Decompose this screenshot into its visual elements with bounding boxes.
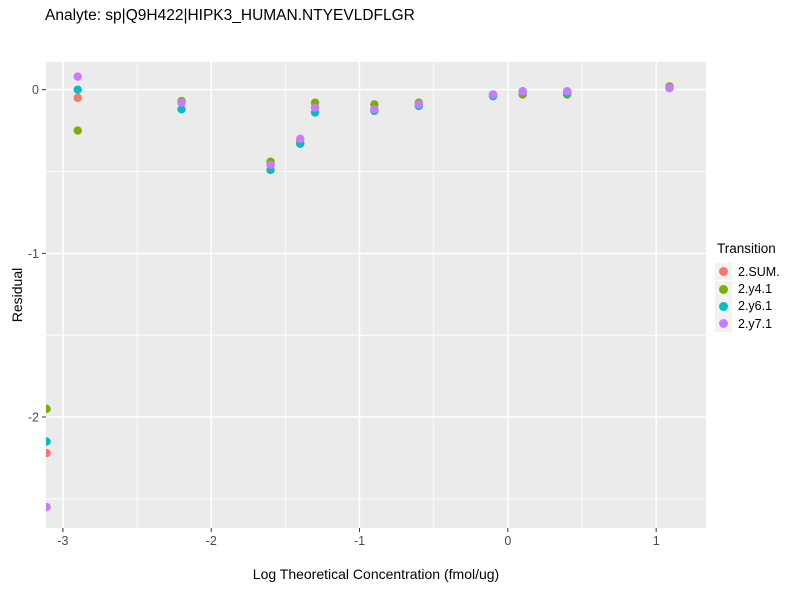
data-point: [46, 437, 51, 446]
data-point: [414, 100, 424, 109]
data-point: [296, 134, 305, 143]
legend-label: 2.y7.1: [738, 316, 773, 331]
plot-panel: [46, 62, 706, 528]
legend-label: 2.y6.1: [738, 299, 773, 314]
data-point: [370, 105, 379, 114]
data-point: [177, 98, 186, 107]
legend-key: [715, 280, 732, 298]
data-point: [518, 87, 527, 96]
data-point: [266, 160, 275, 170]
legend-label: 2.y4.1: [738, 282, 773, 297]
data-point: [488, 90, 498, 99]
data-point: [46, 502, 51, 512]
y-tick-label: -2: [28, 411, 39, 425]
legend-item: 2.y4.1: [715, 280, 780, 298]
legend-title: Transition: [717, 241, 776, 256]
legend-items: 2.SUM. 2.y4.1 2.y6.1 2.y7.1: [715, 263, 780, 333]
data-point: [73, 126, 82, 135]
x-tick-label: -3: [57, 534, 68, 548]
legend: Transition 2.SUM. 2.y4.1 2.y6.1 2.y7.1: [715, 241, 780, 333]
legend-point-swatch: [719, 284, 728, 294]
legend-item: 2.y7.1: [715, 315, 780, 333]
x-tick-label: -2: [206, 534, 217, 548]
x-tick-label: -1: [354, 534, 365, 548]
x-tick-label: 0: [504, 534, 511, 548]
x-tick-label: 1: [653, 534, 660, 548]
legend-label: 2.SUM.: [738, 264, 780, 279]
legend-item: 2.SUM.: [715, 263, 780, 281]
data-point: [46, 404, 51, 414]
data-point: [73, 72, 82, 81]
legend-point-swatch: [719, 319, 728, 329]
data-point: [73, 93, 82, 103]
data-point: [177, 105, 186, 114]
y-axis-label: Residual: [9, 267, 25, 323]
data-point: [46, 448, 51, 458]
points-layer: [46, 72, 674, 512]
data-point: [562, 87, 572, 96]
legend-item: 2.y6.1: [715, 297, 780, 315]
y-tick-label: 0: [32, 83, 39, 97]
y-tick-label: -1: [28, 247, 39, 261]
legend-point-swatch: [719, 267, 728, 277]
x-axis-label: Log Theoretical Concentration (fmol/ug): [252, 566, 500, 582]
legend-key: [715, 297, 732, 315]
data-point: [310, 103, 320, 112]
legend-point-swatch: [719, 301, 728, 311]
legend-key: [715, 263, 732, 281]
plot-title: Analyte: sp|Q9H422|HIPK3_HUMAN.NTYEVLDFL…: [45, 7, 415, 24]
data-point: [665, 83, 674, 93]
data-point: [73, 85, 82, 94]
legend-key: [715, 315, 732, 333]
